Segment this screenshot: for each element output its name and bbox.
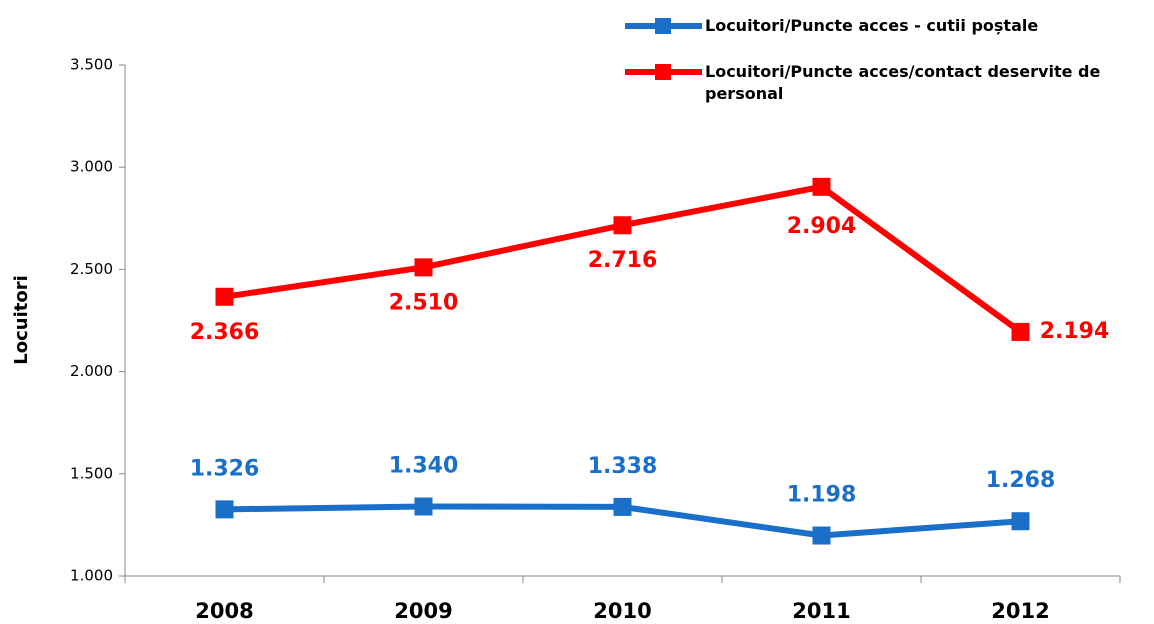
- marker: [414, 497, 433, 516]
- x-tick-label: 2009: [394, 599, 452, 623]
- y-tick-label: 1.500: [70, 464, 113, 482]
- legend-label: Locuitori/Puncte acces - cutii poștale: [705, 16, 1039, 35]
- marker: [613, 497, 632, 516]
- marker: [215, 500, 234, 519]
- x-tick-label: 2010: [593, 599, 651, 623]
- legend-marker: [655, 18, 671, 34]
- marker: [1011, 512, 1030, 531]
- data-label: 2.366: [190, 320, 260, 345]
- data-label: 1.268: [986, 468, 1056, 493]
- marker: [1011, 322, 1030, 341]
- data-label: 2.904: [787, 214, 857, 239]
- marker: [414, 258, 433, 277]
- marker: [215, 287, 234, 306]
- data-label: 2.510: [389, 290, 459, 315]
- legend-marker: [655, 64, 671, 80]
- legend-label: Locuitori/Puncte acces/contact deservite…: [705, 62, 1101, 103]
- y-tick-label: 3.000: [70, 158, 113, 176]
- marker: [812, 177, 831, 196]
- data-label: 1.338: [588, 454, 658, 479]
- data-label: 1.198: [787, 483, 857, 508]
- y-tick-label: 3.500: [70, 56, 113, 74]
- y-tick-label: 1.000: [70, 567, 113, 585]
- x-tick-label: 2012: [991, 599, 1049, 623]
- y-tick-label: 2.000: [70, 362, 113, 380]
- marker: [613, 216, 632, 235]
- x-tick-label: 2008: [195, 599, 253, 623]
- data-label: 1.340: [389, 454, 459, 479]
- data-label: 2.194: [1040, 319, 1110, 344]
- marker: [812, 526, 831, 545]
- data-label: 1.326: [190, 456, 260, 481]
- y-axis-label: Locuitori: [11, 275, 32, 365]
- data-label: 2.716: [588, 248, 658, 273]
- x-tick-label: 2011: [792, 599, 850, 623]
- y-tick-label: 2.500: [70, 260, 113, 278]
